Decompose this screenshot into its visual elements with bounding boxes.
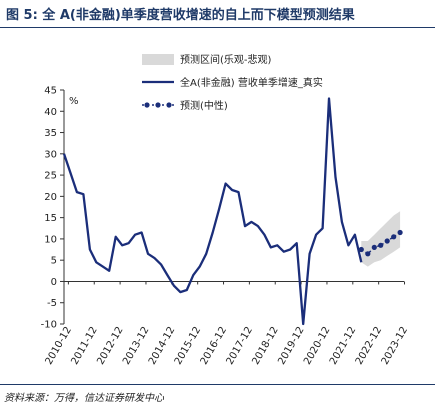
y-tick-label: 30 [44, 149, 57, 160]
legend-label-band: 预测区间(乐观-悲观) [180, 53, 272, 66]
series-line-actual [62, 97, 363, 326]
forecast-point [358, 246, 364, 253]
y-tick-label: 10 [44, 234, 57, 245]
legend-marker-forecast [155, 102, 161, 108]
x-tick-label: 2023-12 [380, 325, 410, 367]
y-tick-label: 15 [44, 213, 57, 224]
legend-swatch-band [142, 54, 174, 65]
line-chart: 预测区间(乐观-悲观) 全A(非金融) 营收单季增速_真实 预测(中性) -10… [41, 53, 410, 367]
forecast-point [384, 238, 390, 244]
legend-marker-forecast [166, 102, 172, 108]
figure-title: 图 5: 全 A(非金融)单季度营收增速的自上而下模型预测结果 [6, 8, 355, 23]
y-tick-label: -10 [41, 320, 57, 331]
y-tick-label: 0 [51, 277, 57, 288]
forecast-point [378, 242, 384, 248]
legend-label-forecast: 预测(中性) [180, 99, 228, 112]
forecast-band [361, 211, 401, 267]
plot-area: -10-5051015202530354045%2010-122011-1220… [41, 86, 410, 367]
title-divider [0, 27, 435, 28]
chart-legend: 预测区间(乐观-悲观) 全A(非金融) 营收单季增速_真实 预测(中性) [142, 53, 323, 112]
y-axis-unit: % [69, 96, 79, 107]
legend-label-actual: 全A(非金融) 营收单季增速_真实 [180, 76, 323, 89]
forecast-point [371, 244, 377, 250]
forecast-point [397, 229, 403, 236]
y-tick-label: 40 [44, 107, 57, 118]
source-divider [0, 384, 435, 385]
y-tick-label: -5 [47, 298, 57, 309]
y-tick-label: 5 [51, 256, 57, 267]
y-tick-label: 45 [44, 86, 57, 97]
forecast-point [391, 234, 397, 240]
y-tick-label: 35 [44, 128, 57, 139]
forecast-point [365, 251, 371, 257]
y-tick-label: 25 [44, 171, 57, 182]
y-tick-label: 20 [44, 192, 57, 203]
source-note: 资料来源：万得，信达证券研发中心 [4, 393, 164, 404]
legend-marker-forecast [144, 102, 150, 108]
